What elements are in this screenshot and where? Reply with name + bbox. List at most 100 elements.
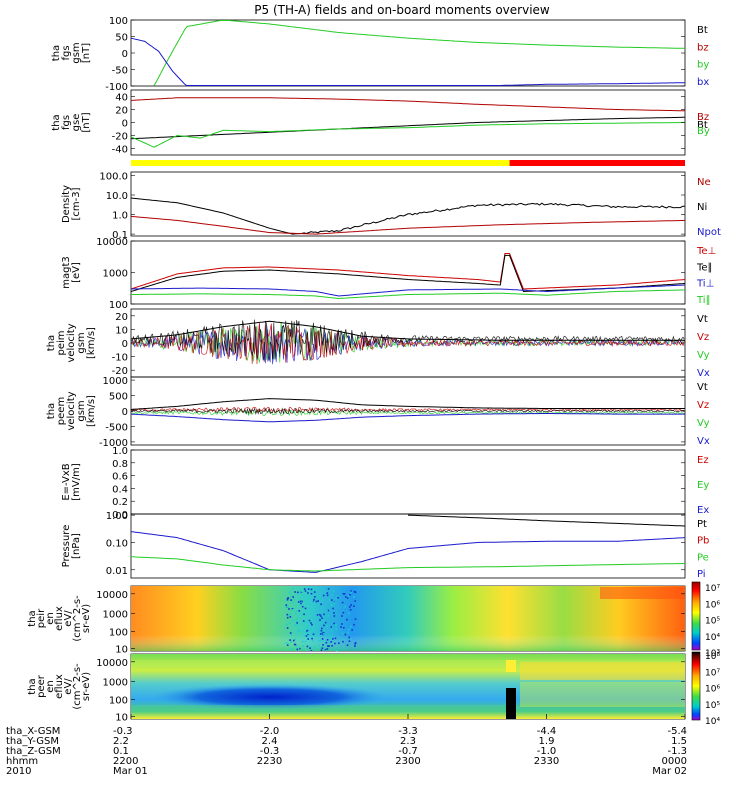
ion-speckle xyxy=(321,605,324,608)
ion-speckle xyxy=(298,628,300,631)
colorbar-label: 10⁷ xyxy=(705,668,720,678)
y-tick-label: 10 xyxy=(115,644,128,655)
ion-speckle xyxy=(330,641,332,643)
ion-spectrogram-high-energy-band xyxy=(600,587,685,599)
ion-speckle xyxy=(315,600,318,603)
ion-speckle xyxy=(304,599,306,601)
ion-speckle xyxy=(327,645,329,647)
ion-speckle xyxy=(333,602,335,604)
ephemeris-value: -5.4 xyxy=(667,726,687,737)
ephemeris-label: 2010 xyxy=(6,766,31,777)
ion-speckle xyxy=(291,608,294,610)
series-Pe xyxy=(130,556,685,572)
ion-speckle xyxy=(338,642,340,644)
legend-entry: Ey xyxy=(697,480,709,491)
legend-entry: Ti⊥ xyxy=(696,279,714,290)
y-axis-label: [eV] xyxy=(71,262,82,283)
ion-speckle xyxy=(286,627,289,629)
ion-speckle xyxy=(299,600,302,603)
ion-speckle xyxy=(322,633,325,635)
ion-speckle xyxy=(353,596,355,598)
ion-speckle xyxy=(330,629,333,632)
ion-speckle xyxy=(319,619,321,621)
ion-speckle xyxy=(317,600,319,602)
ion-speckle xyxy=(335,628,338,630)
y-tick-label: 1000 xyxy=(103,269,128,280)
ion-speckle xyxy=(301,640,304,643)
ion-speckle xyxy=(326,639,329,641)
ion-speckle xyxy=(307,638,309,640)
y-tick-label: 0.4 xyxy=(112,484,128,495)
ion-speckle xyxy=(310,646,313,649)
y-axis-label: gse xyxy=(71,114,82,132)
series-Vt xyxy=(130,398,685,410)
y-axis-label: eV/ xyxy=(63,678,74,695)
ephemeris-value: -0.3 xyxy=(260,746,280,757)
y-axis-label: peim xyxy=(56,330,67,355)
mode-bar xyxy=(131,160,685,166)
ion-speckle xyxy=(351,645,354,647)
ion-speckle xyxy=(314,646,316,648)
ion-speckle xyxy=(318,640,321,642)
ion-speckle xyxy=(311,623,313,626)
ion-speckle xyxy=(324,639,327,642)
ephemeris-value: 1.5 xyxy=(671,736,687,747)
y-tick-label: 0 xyxy=(122,49,128,60)
ion-speckle xyxy=(289,639,291,641)
ion-speckle xyxy=(353,590,356,593)
y-axis-label: [nT] xyxy=(81,112,92,132)
ion-speckle xyxy=(326,592,329,594)
ion-speckle xyxy=(301,605,304,608)
electron-spectrogram-saturated-strip xyxy=(506,660,516,672)
y-axis-label: E=-VxB xyxy=(61,463,72,500)
ion-speckle xyxy=(299,647,301,650)
series-Vx xyxy=(130,413,685,423)
ion-speckle xyxy=(324,648,327,651)
legend-entry: Bz xyxy=(697,112,709,123)
legend-entry: By xyxy=(697,126,710,137)
ion-speckle xyxy=(304,640,307,643)
ion-speckle xyxy=(354,600,357,602)
ion-speckle xyxy=(323,613,325,616)
ion-speckle xyxy=(333,648,336,651)
y-tick-label: 500 xyxy=(109,392,128,403)
ion-speckle xyxy=(331,645,333,647)
ion-speckle xyxy=(286,644,289,646)
ion-speckle xyxy=(324,647,326,650)
ephemeris-value: -4.4 xyxy=(537,726,557,737)
ion-speckle xyxy=(301,590,303,593)
ephemeris-value: -0.3 xyxy=(113,726,133,737)
ion-speckle xyxy=(307,597,309,600)
ephemeris-label: hhmm xyxy=(6,756,38,767)
ion-speckle xyxy=(288,608,290,610)
ion-speckle xyxy=(291,609,294,611)
ion-spectrogram xyxy=(131,586,685,651)
panel-frame-density xyxy=(130,171,686,237)
ion-speckle xyxy=(331,605,333,607)
legend-entry: Pi xyxy=(697,569,706,580)
colorbar-label: 10³ xyxy=(705,649,720,659)
ephemeris-value: -1.0 xyxy=(537,746,557,757)
ion-speckle xyxy=(343,627,345,629)
ion-speckle xyxy=(321,617,323,619)
ion-speckle xyxy=(308,603,310,605)
ion-speckle xyxy=(294,638,297,641)
y-axis-label: en xyxy=(45,680,56,693)
ion-speckle xyxy=(304,607,307,610)
ion-speckle xyxy=(341,632,344,635)
legend-entry: bx xyxy=(697,77,709,88)
y-axis-label: sr-eV) xyxy=(81,672,92,701)
x-tick-label: 0000 xyxy=(662,756,687,767)
ion-speckle xyxy=(309,647,311,649)
y-tick-label: 0.8 xyxy=(112,459,128,470)
ion-speckle xyxy=(333,615,336,617)
y-tick-label: 100.0 xyxy=(99,171,128,182)
ion-speckle xyxy=(313,648,316,650)
ion-speckle xyxy=(344,605,346,608)
ion-speckle xyxy=(326,594,329,597)
electron-colorbar-scale xyxy=(691,651,701,721)
ion-speckle xyxy=(329,635,332,638)
ephemeris-value: -0.7 xyxy=(398,746,418,757)
ion-speckle xyxy=(354,645,356,647)
ion-speckle xyxy=(301,613,303,615)
